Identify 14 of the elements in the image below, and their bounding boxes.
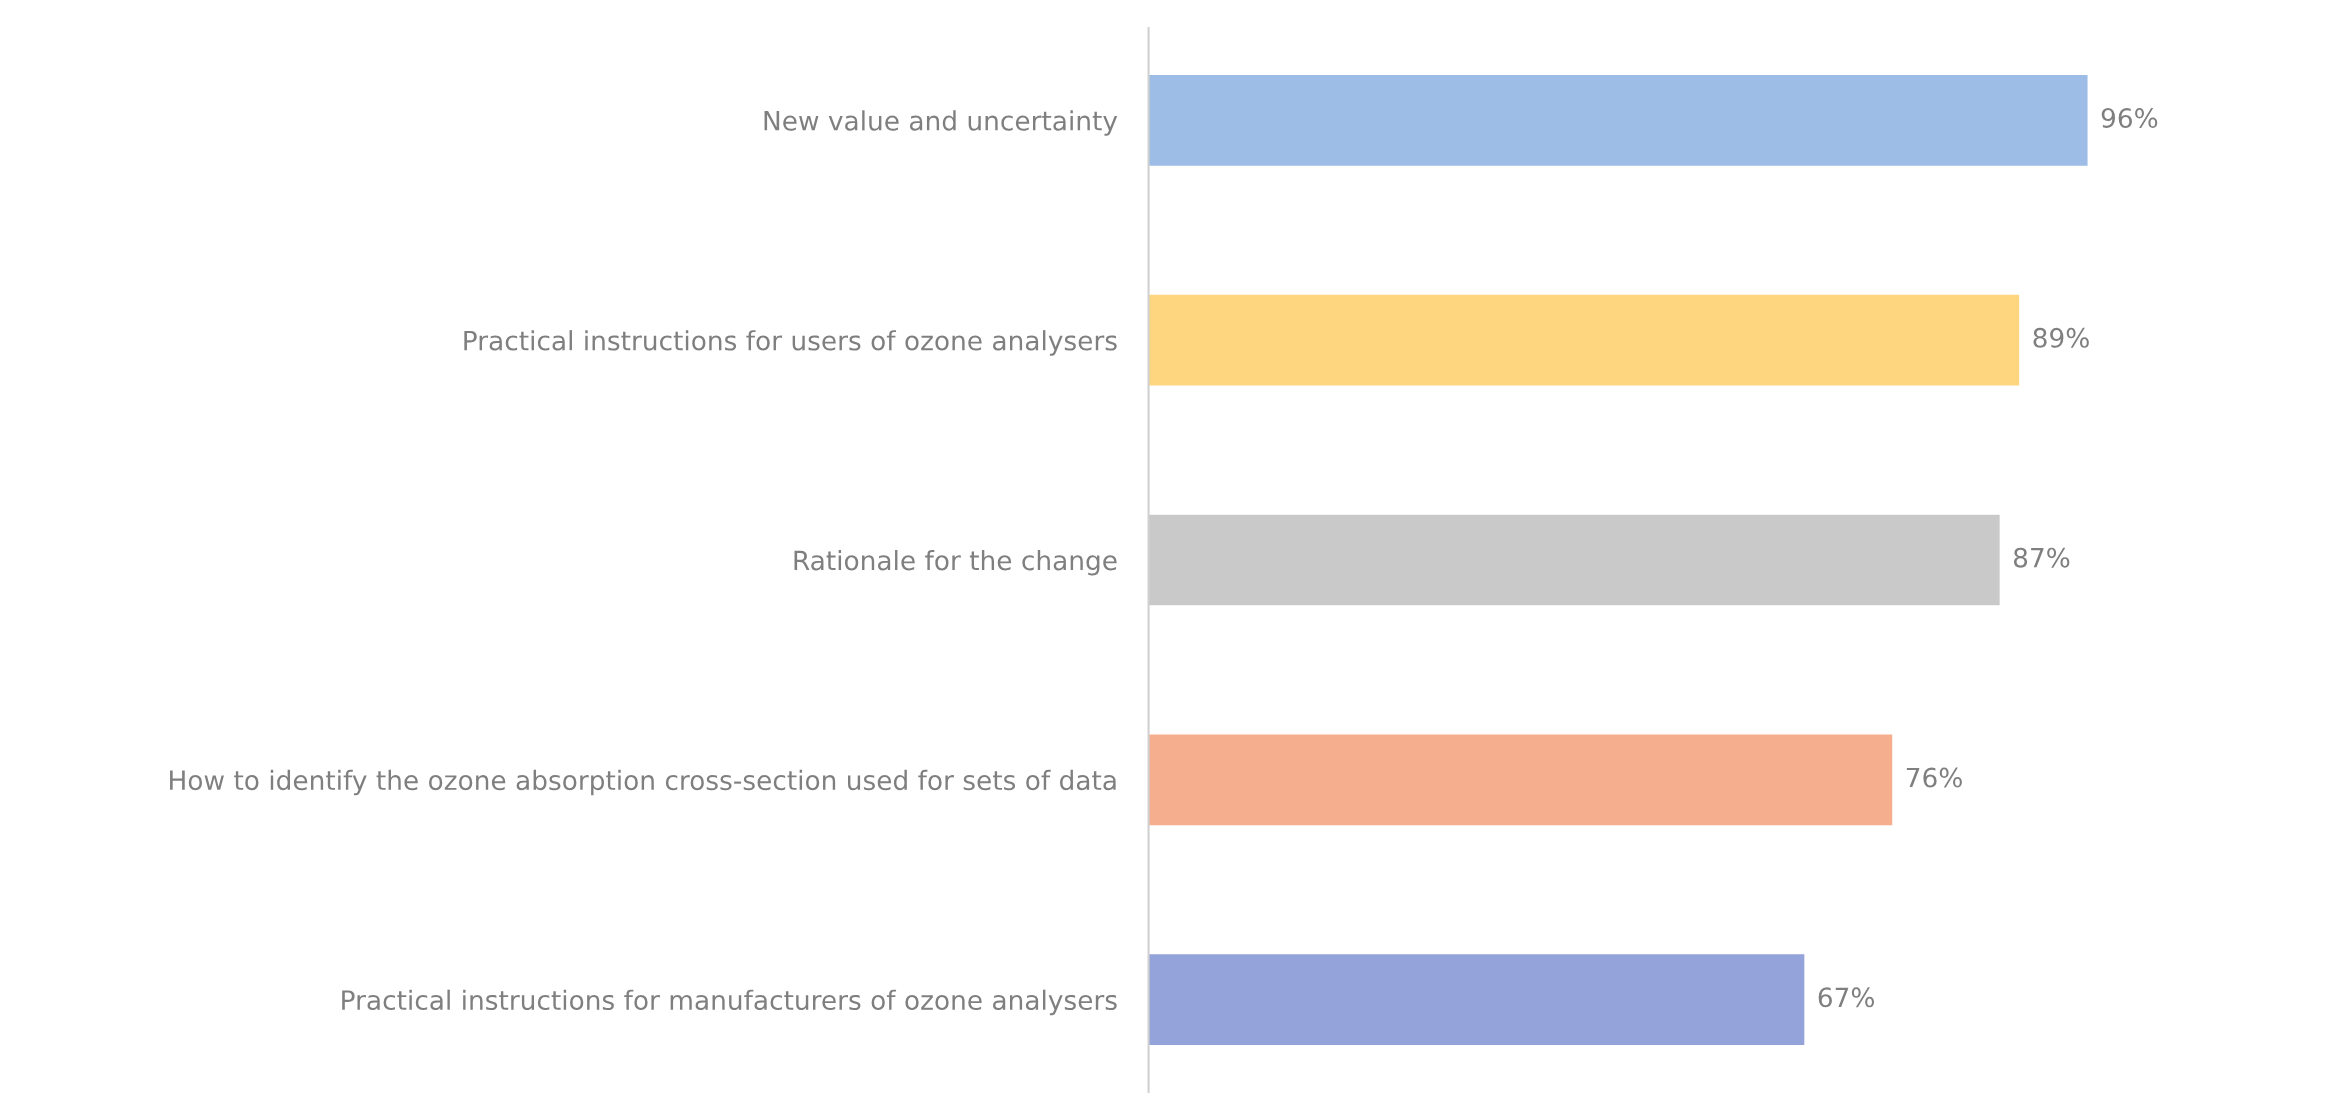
data-label: 76%: [1906, 767, 1962, 788]
y-tick-label: New value and uncertainty: [764, 110, 1118, 136]
data-label: 96%: [2101, 108, 2158, 128]
bar: [1148, 954, 1805, 1046]
y-tick-label: Rationale for the change: [794, 549, 1117, 576]
y-tick-label: How to identify the ozone absorption cross-section used for sets of data: [170, 769, 1116, 796]
bar: [1148, 74, 2088, 166]
bar: [1148, 294, 2020, 386]
data-label: 87%: [2013, 547, 2070, 568]
y-tick-label: Practical instructions for manufacturers of ozone analysers: [342, 989, 1117, 1016]
bar: [1148, 734, 1893, 826]
data-label: 67%: [1818, 987, 1875, 1008]
y-tick-label: Practical instructions for users of ozone analysers: [464, 330, 1117, 356]
data-label: 89%: [2033, 327, 2089, 348]
